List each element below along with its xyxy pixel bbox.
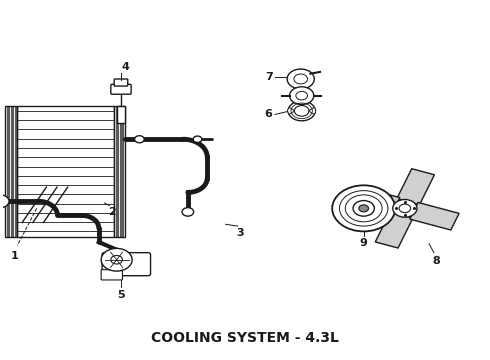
- Circle shape: [340, 191, 388, 226]
- Text: 9: 9: [360, 238, 368, 248]
- Circle shape: [294, 105, 309, 116]
- Polygon shape: [410, 202, 459, 230]
- Circle shape: [290, 87, 314, 104]
- Text: 6: 6: [265, 109, 272, 120]
- Circle shape: [294, 74, 308, 84]
- Text: 5: 5: [118, 290, 125, 300]
- Bar: [5, 105, 17, 237]
- Text: 8: 8: [433, 256, 440, 266]
- Wedge shape: [288, 108, 295, 114]
- Polygon shape: [351, 187, 400, 214]
- Circle shape: [288, 101, 315, 121]
- FancyBboxPatch shape: [114, 79, 128, 86]
- Wedge shape: [309, 108, 316, 114]
- Text: 1: 1: [11, 251, 19, 261]
- Circle shape: [101, 248, 132, 271]
- Circle shape: [332, 185, 395, 231]
- Text: 4: 4: [122, 62, 130, 72]
- Circle shape: [193, 136, 202, 143]
- Circle shape: [111, 256, 122, 264]
- FancyBboxPatch shape: [101, 270, 122, 280]
- Circle shape: [182, 208, 194, 216]
- Bar: [17, 105, 114, 237]
- FancyBboxPatch shape: [111, 84, 131, 94]
- Circle shape: [353, 201, 374, 216]
- Text: 7: 7: [266, 72, 273, 82]
- Circle shape: [0, 195, 9, 208]
- Bar: [114, 105, 125, 237]
- Circle shape: [296, 91, 308, 100]
- Circle shape: [399, 204, 411, 213]
- Polygon shape: [397, 169, 435, 205]
- Polygon shape: [375, 212, 413, 248]
- Text: 3: 3: [236, 228, 244, 238]
- Circle shape: [345, 195, 382, 222]
- FancyBboxPatch shape: [102, 253, 150, 276]
- Circle shape: [287, 69, 314, 89]
- Bar: [117, 105, 125, 123]
- Text: 2: 2: [108, 207, 116, 217]
- Circle shape: [393, 199, 417, 217]
- Text: COOLING SYSTEM - 4.3L: COOLING SYSTEM - 4.3L: [151, 331, 339, 345]
- Circle shape: [359, 205, 368, 212]
- Circle shape: [135, 136, 144, 143]
